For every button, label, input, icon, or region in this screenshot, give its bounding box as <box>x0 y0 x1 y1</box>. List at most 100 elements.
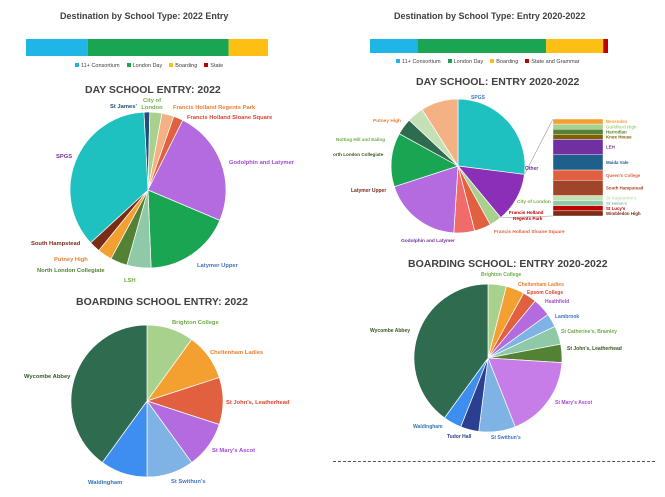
bar-segment-london-day <box>417 39 547 53</box>
label-latymer: Latymer Upper <box>351 188 386 194</box>
right-boarding-pie: Brighton College Cheltenham Ladies Epsom C… <box>370 272 622 441</box>
other-breakdown-harrodian <box>552 129 604 135</box>
left-day-slice-godolphin-and-latymer <box>147 119 227 221</box>
label-fh-regents: Francis Holland Regents Park <box>173 105 256 111</box>
label-wycombe: Wycombe Abbey <box>24 374 71 380</box>
right-day-title: DAY SCHOOL: ENTRY 2020-2022 <box>416 76 580 88</box>
label-city-of-london-2: London <box>141 105 163 111</box>
other-breakdown-st-helen-s <box>552 200 604 206</box>
other-breakdown-wimbledon-high <box>552 210 604 217</box>
other-breakdown-maida-vale <box>552 154 604 171</box>
label-lsh: LSH <box>124 278 136 284</box>
label-epsom: Epsom College <box>527 290 563 296</box>
label-other: Other <box>525 166 538 172</box>
left-stacked-bar <box>26 39 268 56</box>
legend-label: Boarding <box>175 63 198 69</box>
label-st-johns: St John's, Leatherhead <box>567 346 622 352</box>
other-breakdown-queen-s-college <box>552 169 604 181</box>
label-st-catherines: St Catherine's, Bramley <box>561 329 617 335</box>
right-day-slice-spgs <box>457 98 526 175</box>
legend-item: State <box>204 63 223 69</box>
label-nlcs: North London Collegiate <box>37 268 105 274</box>
label-nlcs: orth London Collegiate <box>333 152 384 157</box>
other-breakdown-leh <box>552 139 604 155</box>
legend-swatch <box>75 63 79 67</box>
label-spgs: SPGS <box>471 95 486 101</box>
right-main-title: Destination by School Type: Entry 2020-2… <box>394 11 586 21</box>
other-breakdown-knox-house <box>552 134 604 140</box>
label-spgs: SPGS <box>56 154 72 160</box>
label-waldingham: Waldingham <box>413 424 443 430</box>
other-connector-bottom <box>500 215 554 218</box>
label-st-swithuns: St Swithun's <box>491 435 521 441</box>
legend-label: Boarding <box>496 59 519 65</box>
bar-segment-11-consortium <box>370 39 418 53</box>
label-putney: Putney High <box>373 118 401 124</box>
label-brighton: Brighton College <box>172 320 219 326</box>
left-day-title: DAY SCHOOL ENTRY: 2022 <box>85 84 221 96</box>
label-st-james: St James' <box>110 104 137 110</box>
legend-item: London Day <box>126 63 163 69</box>
label-lambrook: Lambrook <box>555 314 579 320</box>
legend-label: London Day <box>132 63 163 69</box>
legend-swatch <box>204 63 209 67</box>
legend-item: State and Grammar <box>525 59 580 65</box>
legend-item: 11+ Consortium <box>75 63 120 69</box>
label-city: City of London <box>517 199 551 205</box>
label-putney: Putney High <box>54 257 88 263</box>
right-stacked-bar <box>370 39 608 53</box>
legend-swatch <box>126 63 131 67</box>
bar-segment-boarding <box>228 39 268 56</box>
label-notting: Notting Hill and Ealing <box>336 137 385 142</box>
other-breakdown-st-augustine-s <box>552 195 604 201</box>
label-cheltenham: Cheltenham Ladies <box>518 282 564 288</box>
legend-label: 11+ Consortium <box>81 63 120 69</box>
legend-label: State and Grammar <box>531 59 580 65</box>
label-latymer: Latymer Upper <box>197 263 239 269</box>
legend-swatch <box>447 59 452 63</box>
left-main-title: Destination by School Type: 2022 Entry <box>60 11 229 21</box>
other-breakdown-label: Maida Vale <box>606 160 629 165</box>
legend-label: London Day <box>453 59 484 65</box>
other-breakdown-label: South Hampstead <box>606 186 644 191</box>
label-waldingham: Waldingham <box>88 480 122 486</box>
right-boarding-title: BOARDING SCHOOL: ENTRY 2020-2022 <box>408 258 608 270</box>
other-breakdown-label: Harrodian <box>606 129 627 134</box>
other-breakdown-label: St Helen's <box>606 201 628 206</box>
bar-segment-boarding <box>546 39 604 53</box>
right-day-slice-latymer-upper <box>390 133 459 188</box>
other-breakdown-guildford-high <box>552 123 604 130</box>
legend-item: Boarding <box>490 59 518 65</box>
label-st-marys: St Mary's Ascot <box>212 448 255 454</box>
dashed-divider <box>333 461 655 462</box>
left-boarding-title: BOARDING SCHOOL ENTRY: 2022 <box>76 296 248 308</box>
label-city-of-london-1: City of <box>143 98 161 104</box>
label-godolphin: Godolphin and Latymer <box>229 160 295 166</box>
legend-swatch <box>396 59 400 63</box>
left-legend: 11+ Consortium London Day Boarding State <box>75 63 230 73</box>
bar-segment-state-and-grammar <box>603 39 608 53</box>
label-fh-sloane: Francis Holland Sloane Square <box>494 229 565 235</box>
label-st-swithuns: St Swithun's <box>171 479 206 485</box>
legend-item: London Day <box>447 59 484 65</box>
legend-swatch <box>525 59 530 63</box>
other-breakdown-benenden <box>552 118 604 125</box>
bar-segment-london-day <box>87 39 229 56</box>
other-breakdown-label: Wimbledon High <box>606 211 641 216</box>
left-day-slice-spgs <box>69 111 149 244</box>
left-day-slice-latymer-upper <box>147 189 221 269</box>
other-breakdown-label: St Augustine's <box>606 196 637 201</box>
legend-swatch <box>169 63 174 67</box>
label-fh-sloane: Francis Holland Sloane Square <box>187 115 273 121</box>
right-day-slice-putney-high <box>421 98 459 168</box>
label-godolphin: Godolphin and Latymer <box>401 238 455 244</box>
other-breakdown-label: Knox House <box>606 134 632 139</box>
label-tudor: Tudor Hall <box>447 434 472 440</box>
other-breakdown-south-hampstead <box>552 180 604 196</box>
other-breakdown-label: Guildford High <box>606 124 637 129</box>
label-south-hampstead: South Hampstead <box>31 241 81 247</box>
legend-item: Boarding <box>169 63 197 69</box>
label-st-johns: St John's, Leatherhead <box>226 400 290 406</box>
